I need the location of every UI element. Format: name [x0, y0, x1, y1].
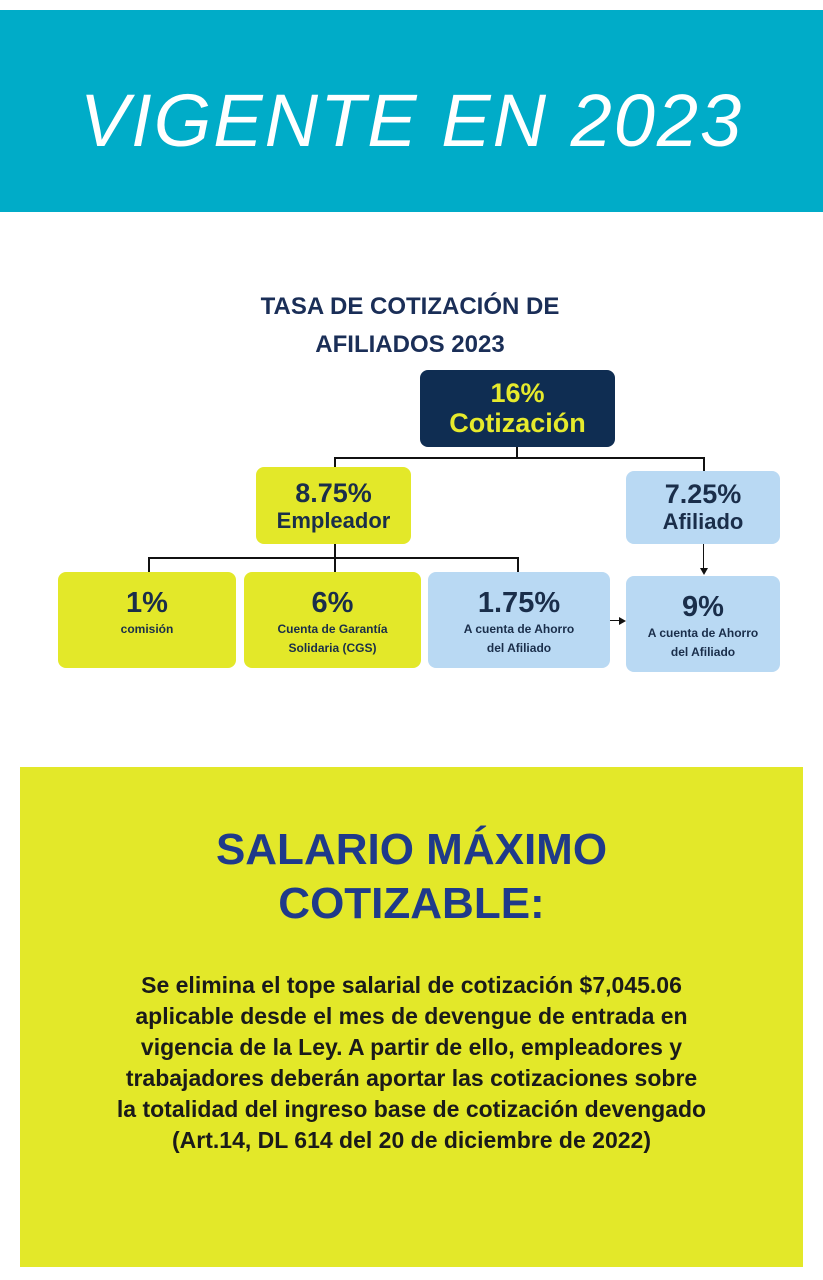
connector-to-commission — [148, 557, 150, 572]
banner-title: VIGENTE EN 2023 — [79, 79, 744, 162]
affiliate-savings-percent: 9% — [682, 591, 724, 623]
connector-top-horizontal — [334, 457, 704, 459]
affiliate-savings-node: 9% A cuenta de Ahorro del Afiliado — [626, 576, 780, 672]
affiliate-percent: 7.25% — [664, 479, 742, 509]
employer-savings-label-line2: del Afiliado — [486, 641, 552, 655]
employer-savings-percent: 1.75% — [477, 587, 561, 619]
connector-employer-down — [334, 544, 336, 558]
connector-to-cgs — [334, 557, 336, 572]
salary-panel-body: Se elimina el tope salarial de cotizació… — [60, 970, 763, 1156]
commission-label: comisión — [120, 622, 174, 636]
cgs-label-line2: Solidaria (CGS) — [288, 641, 377, 655]
header-banner: VIGENTE EN 2023 — [0, 10, 823, 212]
salary-title-line1: SALARIO MÁXIMO — [215, 825, 608, 874]
connector-root-down — [516, 447, 518, 458]
root-node: 16% Cotización — [420, 370, 615, 447]
connector-bottom-horizontal — [148, 557, 519, 559]
employer-savings-label-line1: A cuenta de Ahorro — [463, 622, 575, 636]
arrow-down-icon — [700, 568, 708, 575]
commission-node: 1% comisión — [58, 572, 236, 668]
salary-title-line2: COTIZABLE: — [278, 879, 545, 928]
connector-to-affiliate — [703, 457, 705, 471]
employer-label: Empleador — [276, 508, 391, 533]
affiliate-savings-label-line2: del Afiliado — [670, 645, 736, 659]
salary-panel: SALARIO MÁXIMO COTIZABLE: Se elimina el … — [20, 767, 803, 1267]
cgs-node: 6% Cuenta de Garantía Solidaria (CGS) — [244, 572, 421, 668]
root-label: Cotización — [449, 408, 586, 438]
salary-body-line: Se elimina el tope salarial de cotizació… — [141, 972, 682, 998]
salary-body-line: (Art.14, DL 614 del 20 de diciembre de 2… — [172, 1127, 651, 1153]
connector-to-employer-savings — [517, 557, 519, 572]
cgs-percent: 6% — [311, 587, 354, 619]
chart-title-line1: TASA DE COTIZACIÓN DE — [260, 293, 560, 320]
connector-savings-right — [610, 620, 620, 621]
connector-to-employer — [334, 457, 336, 467]
employer-savings-node: 1.75% A cuenta de Ahorro del Afiliado — [428, 572, 610, 668]
cgs-label-line1: Cuenta de Garantía — [277, 622, 388, 636]
connector-affiliate-down — [703, 544, 704, 569]
salary-body-line: la totalidad del ingreso base de cotizac… — [116, 1096, 707, 1122]
employer-node: 8.75% Empleador — [256, 467, 411, 544]
root-percent: 16% — [490, 378, 545, 408]
salary-body-line: vigencia de la Ley. A partir de ello, em… — [140, 1034, 683, 1060]
affiliate-savings-label-line1: A cuenta de Ahorro — [647, 626, 759, 640]
affiliate-node: 7.25% Afiliado — [626, 471, 780, 544]
chart-title: TASA DE COTIZACIÓN DE AFILIADOS 2023 — [190, 288, 630, 364]
affiliate-label: Afiliado — [662, 509, 744, 534]
salary-body-line: aplicable desde el mes de devengue de en… — [135, 1003, 688, 1029]
salary-panel-title: SALARIO MÁXIMO COTIZABLE: — [20, 823, 803, 931]
chart-title-line2: AFILIADOS 2023 — [315, 331, 505, 358]
arrow-right-icon — [619, 617, 626, 625]
commission-percent: 1% — [126, 587, 168, 619]
employer-percent: 8.75% — [295, 478, 372, 508]
salary-body-line: trabajadores deberán aportar las cotizac… — [125, 1065, 698, 1091]
